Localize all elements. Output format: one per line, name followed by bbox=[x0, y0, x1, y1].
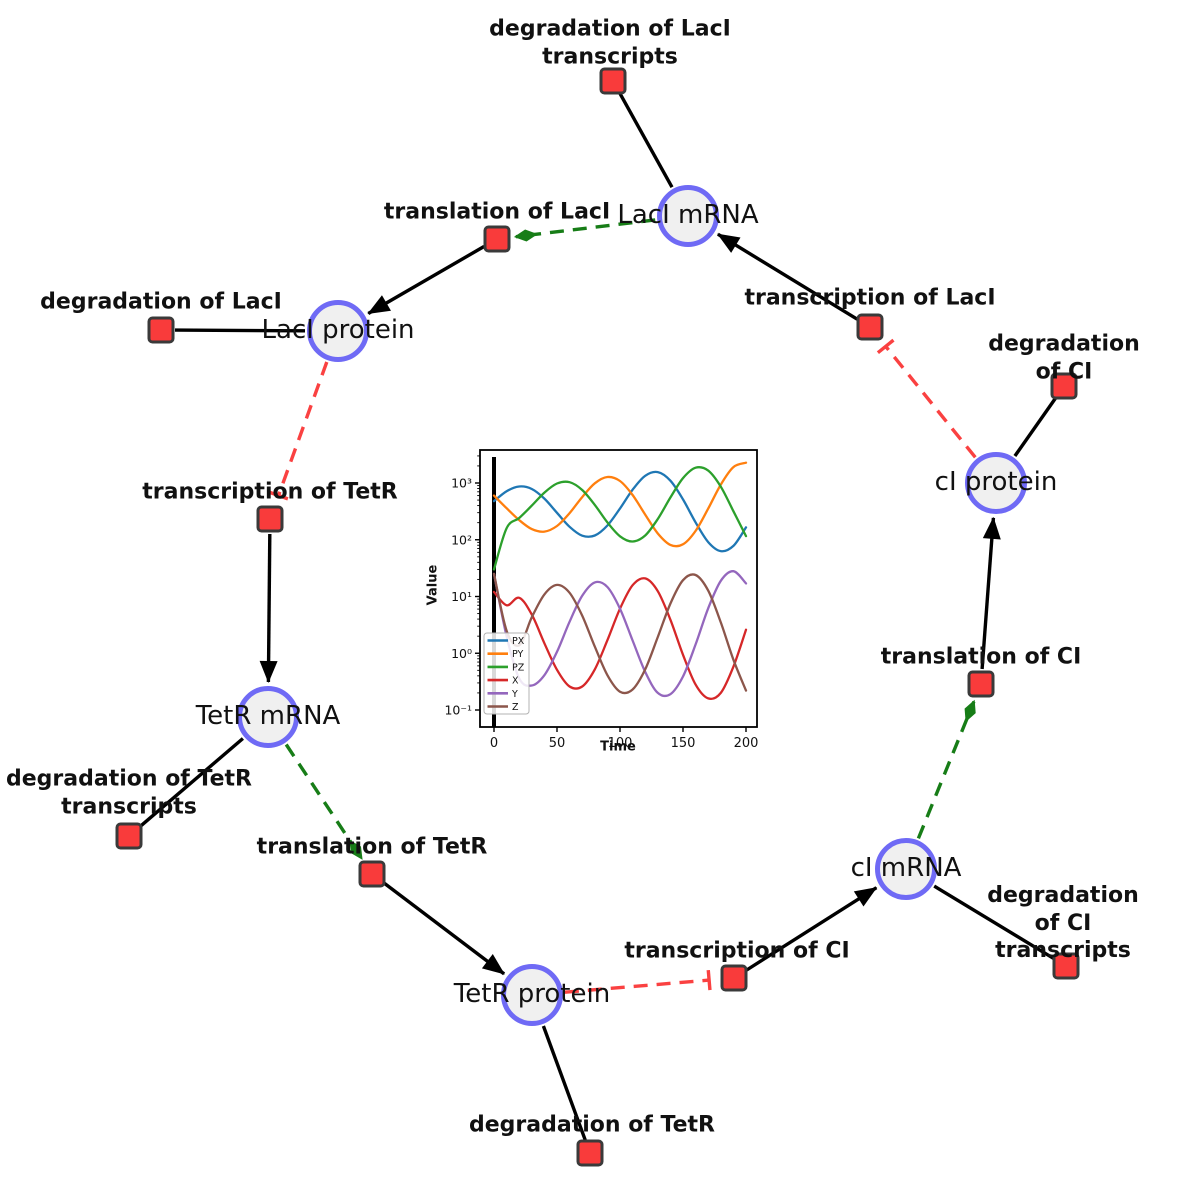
series-line-Z bbox=[492, 572, 748, 695]
reaction-node-tx-laci[interactable] bbox=[856, 313, 884, 341]
legend-label-Y: Y bbox=[511, 689, 518, 700]
edge-consumption-tetr-mrna-to-deg-tetr-tx bbox=[138, 737, 245, 829]
species-node-ci-protein[interactable] bbox=[965, 452, 1027, 514]
plot-axes bbox=[479, 449, 758, 728]
x-tick-label: 100 bbox=[608, 736, 633, 751]
legend-label-X: X bbox=[512, 676, 519, 687]
reaction-node-deg-ci[interactable] bbox=[1050, 372, 1078, 400]
series-line-PX bbox=[492, 470, 748, 553]
edge-production-tl-tetr-to-tetr-protein bbox=[382, 881, 506, 976]
edge-inhibition-ci-protein-to-tx-laci bbox=[876, 338, 977, 459]
plot-svg: 0 50 100 150 200 10⁻¹ 10⁰ 10¹ 10² 10³ PX PY PZ XYZ bbox=[444, 449, 759, 751]
y-tick-label: 10⁰ bbox=[451, 646, 472, 661]
reaction-node-deg-laci[interactable] bbox=[147, 316, 175, 344]
edge-consumption-ci-mrna-to-deg-ci-tx bbox=[933, 884, 1055, 961]
edge-consumption-tetr-protein-to-deg-tetr bbox=[541, 1025, 587, 1141]
reaction-node-deg-ci-tx[interactable] bbox=[1052, 952, 1080, 980]
edge-inhibition-tetr-protein-to-tx-ci bbox=[564, 969, 712, 994]
edge-production-tl-ci-to-ci-protein bbox=[980, 516, 1001, 670]
edge-consumption-laci-mrna-to-deg-laci-tx bbox=[618, 92, 674, 189]
x-tick-label: 50 bbox=[549, 736, 566, 751]
x-tick-label: 0 bbox=[490, 736, 498, 751]
species-node-tetr-mrna[interactable] bbox=[237, 686, 299, 748]
reaction-node-deg-tetr[interactable] bbox=[576, 1139, 604, 1167]
legend-label-PY: PY bbox=[512, 649, 524, 660]
reaction-node-tx-ci[interactable] bbox=[720, 964, 748, 992]
y-tick-label: 10¹ bbox=[451, 589, 472, 604]
y-axis-label: Value bbox=[425, 564, 441, 606]
edge-consumption-ci-protein-to-deg-ci bbox=[1013, 396, 1058, 457]
legend-label-PZ: PZ bbox=[512, 662, 525, 673]
edge-production-tl-laci-to-laci-protein bbox=[367, 245, 485, 315]
y-tick-label: 10⁻¹ bbox=[444, 703, 472, 718]
legend-label-PX: PX bbox=[512, 636, 525, 647]
reaction-node-tx-tetr[interactable] bbox=[256, 505, 284, 533]
species-node-tetr-protein[interactable] bbox=[501, 964, 563, 1026]
reaction-node-deg-laci-tx[interactable] bbox=[599, 67, 627, 95]
reaction-node-deg-tetr-tx[interactable] bbox=[115, 822, 143, 850]
species-node-laci-mrna[interactable] bbox=[657, 185, 719, 247]
series-line-PY bbox=[492, 461, 748, 548]
time-series-plot: 0 50 100 150 200 10⁻¹ 10⁰ 10¹ 10² 10³ PX PY PZ X Y Z bbox=[415, 440, 785, 770]
edge-inhibition-laci-protein-to-tx-tetr bbox=[268, 361, 329, 501]
edge-consumption-laci-protein-to-deg-laci bbox=[174, 328, 306, 333]
y-tick-label: 10³ bbox=[451, 476, 472, 491]
edge-catalysis-ci-mrna-to-tl-ci bbox=[916, 699, 976, 840]
x-tick-label: 150 bbox=[671, 736, 696, 751]
legend-label-Z: Z bbox=[512, 702, 519, 713]
edge-production-tx-laci-to-laci-mrna bbox=[717, 232, 859, 321]
x-axis-label: Time bbox=[600, 739, 636, 755]
y-tick-label: 10² bbox=[451, 532, 472, 547]
series-line-PZ bbox=[492, 466, 748, 571]
edge-production-tx-ci-to-ci-mrna bbox=[745, 886, 878, 972]
reaction-node-tl-ci[interactable] bbox=[967, 670, 995, 698]
series-line-Y bbox=[492, 570, 748, 698]
x-tick-label: 200 bbox=[734, 736, 759, 751]
reaction-node-tl-laci[interactable] bbox=[483, 225, 511, 253]
species-node-laci-protein[interactable] bbox=[307, 300, 369, 362]
edge-catalysis-laci-mrna-to-tl-laci bbox=[513, 218, 656, 242]
species-node-ci-mrna[interactable] bbox=[875, 838, 937, 900]
edge-production-tx-tetr-to-tetr-mrna bbox=[259, 533, 278, 683]
reaction-node-tl-tetr[interactable] bbox=[358, 860, 386, 888]
